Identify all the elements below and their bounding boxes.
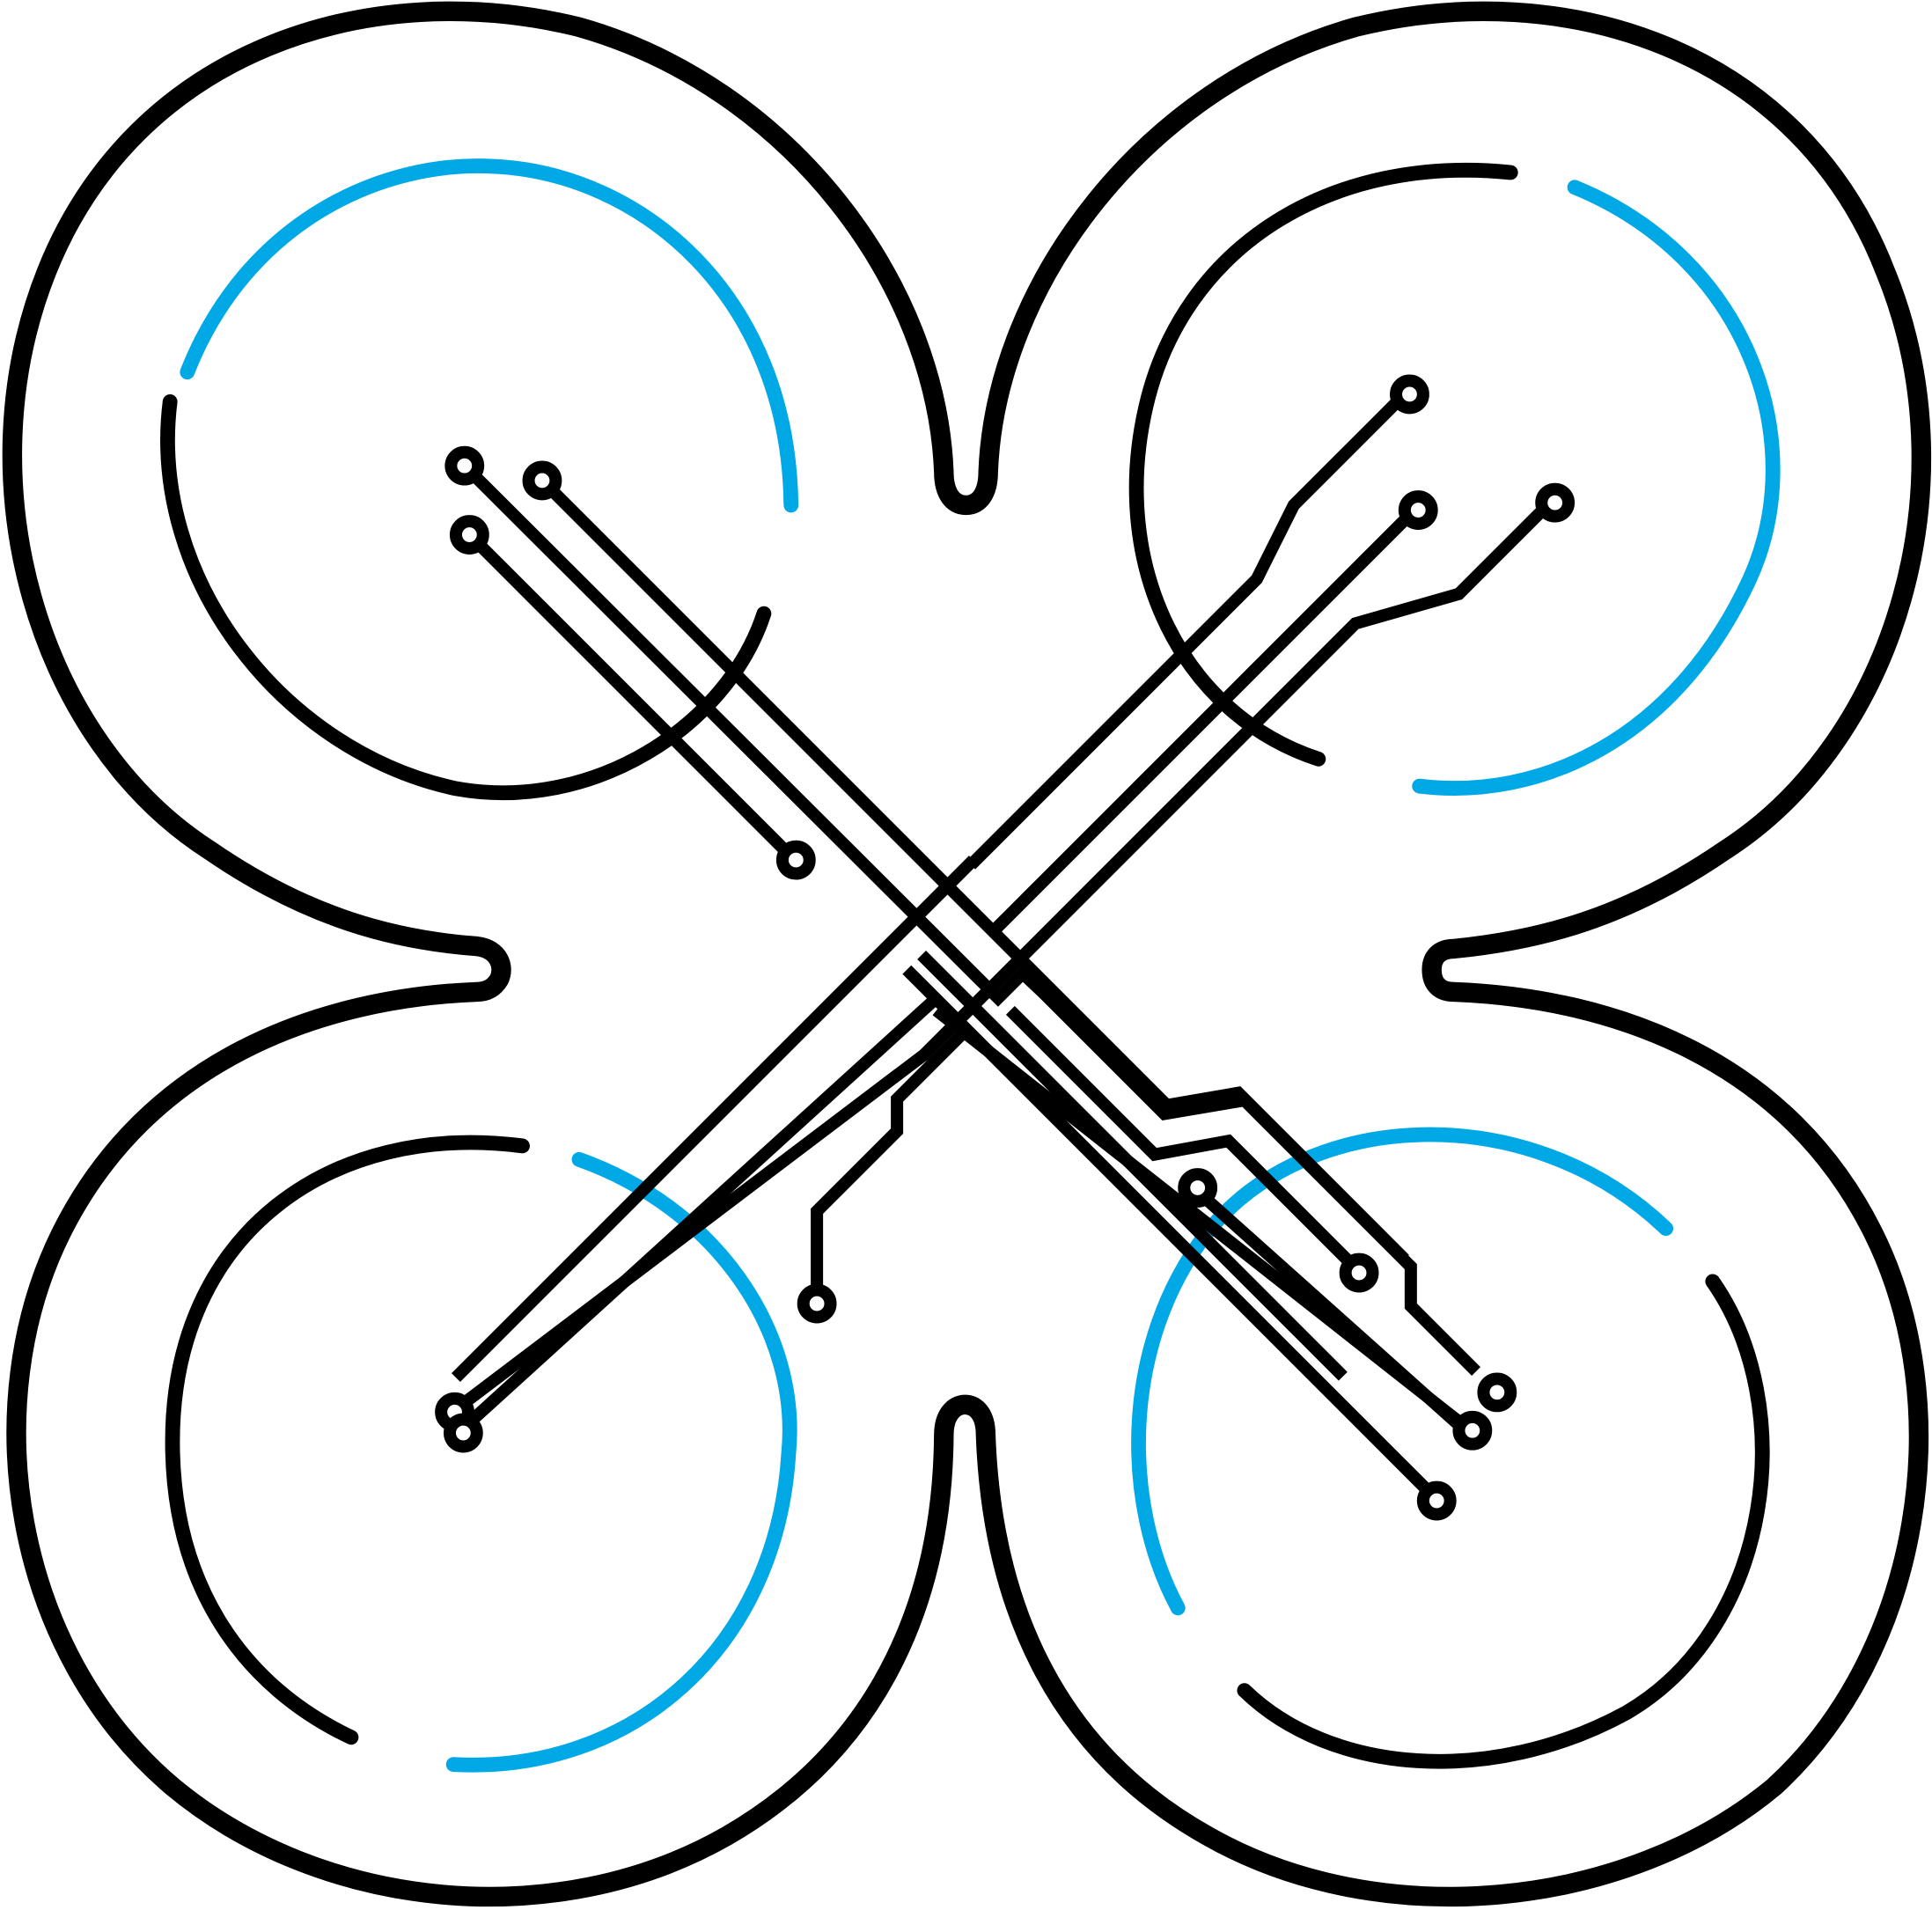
pad-center-left: [775, 840, 816, 880]
trace-c: [465, 530, 789, 854]
trace-i: [966, 390, 1409, 870]
pad-top-left-1: [444, 445, 485, 486]
trace-a: [459, 461, 1480, 1377]
pad-bottom-right-4: [1452, 1410, 1493, 1451]
circuit-pads: [435, 374, 1576, 1521]
trace-b: [537, 476, 1409, 1264]
rotor-top-left: [160, 158, 799, 800]
circuit-traces: [452, 390, 1554, 1497]
pad-top-right-3: [1535, 482, 1576, 523]
trace-k: [458, 498, 1554, 1410]
trace-l: [452, 856, 978, 1383]
rotor-top-right: [1128, 162, 1781, 796]
trace-j: [991, 505, 1420, 934]
rotor-bottom-left-blue-arc: [445, 1151, 797, 1773]
trace-m: [458, 993, 941, 1435]
pad-bottom-right-1: [1178, 1168, 1218, 1208]
pad-top-left-3: [449, 515, 489, 555]
rotor-top-right-black-arc: [1128, 162, 1518, 767]
pad-top-right-1: [1390, 374, 1429, 415]
rotor-top-right-blue-arc: [1412, 180, 1781, 796]
trace-f: [1005, 1005, 1360, 1273]
pad-top-right-2: [1398, 490, 1438, 530]
rotor-top-left-blue-arc: [180, 158, 799, 513]
trace-h: [932, 1005, 1462, 1426]
rotor-bottom-left: [165, 1135, 797, 1773]
pad-center-bottom: [797, 1283, 837, 1324]
pad-bottom-right-5: [1416, 1480, 1457, 1521]
pad-top-left-2: [522, 460, 562, 501]
pad-bottom-left-2: [443, 1413, 483, 1453]
rotor-bottom-left-black-arc: [165, 1135, 530, 1745]
pad-bottom-right-3: [1477, 1372, 1517, 1413]
rotor-top-left-black-arc: [160, 393, 772, 800]
pad-bottom-right-2: [1339, 1252, 1379, 1293]
trace-n: [811, 1030, 966, 1302]
rotor-bottom-right-black-arc: [1237, 1274, 1770, 1769]
